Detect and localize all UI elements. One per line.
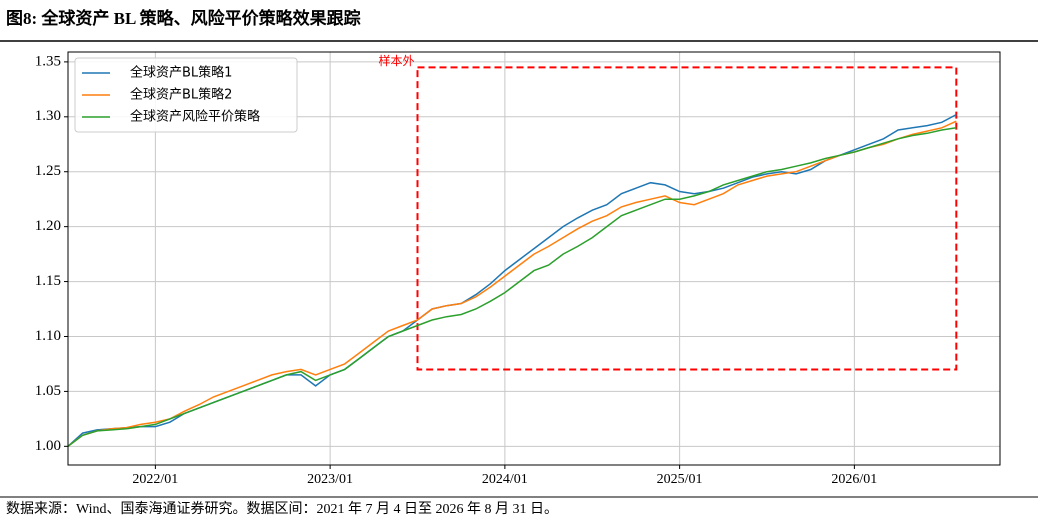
y-tick-label: 1.20 <box>35 218 61 234</box>
y-tick-label: 1.35 <box>35 53 61 69</box>
legend-label: 全球资产风险平价策略 <box>130 109 260 125</box>
series-line <box>67 120 957 447</box>
x-tick-label: 2024/01 <box>482 472 528 487</box>
y-tick-label: 1.00 <box>35 438 61 454</box>
legend-label: 全球资产BL策略1 <box>130 65 232 81</box>
y-tick-label: 1.05 <box>35 383 61 399</box>
y-tick-label: 1.10 <box>35 328 61 344</box>
y-tick-label: 1.15 <box>35 273 61 289</box>
chart-title: 图8: 全球资产 BL 策略、风险平价策略效果跟踪 <box>6 8 361 28</box>
series-line <box>67 127 957 447</box>
x-tick-label: 2023/01 <box>307 472 353 487</box>
out-of-sample-label: 样本外 <box>378 53 414 68</box>
series-line <box>67 113 957 447</box>
legend-box <box>74 57 298 133</box>
y-tick-label: 1.30 <box>35 108 61 124</box>
source-note: 数据来源：Wind、国泰海通证券研究。数据区间：2021 年 7 月 4 日至 … <box>6 501 558 517</box>
out-of-sample-box <box>416 66 958 371</box>
x-tick-label: 2022/01 <box>132 472 178 487</box>
x-tick-label: 2025/01 <box>657 472 703 487</box>
legend-label: 全球资产BL策略2 <box>130 87 232 103</box>
y-tick-label: 1.25 <box>35 163 61 179</box>
legend: 全球资产BL策略1 全球资产BL策略2 全球资产风险平价策略 <box>74 57 298 133</box>
plot-frame <box>67 51 1001 466</box>
x-tick-label: 2026/01 <box>831 472 877 487</box>
